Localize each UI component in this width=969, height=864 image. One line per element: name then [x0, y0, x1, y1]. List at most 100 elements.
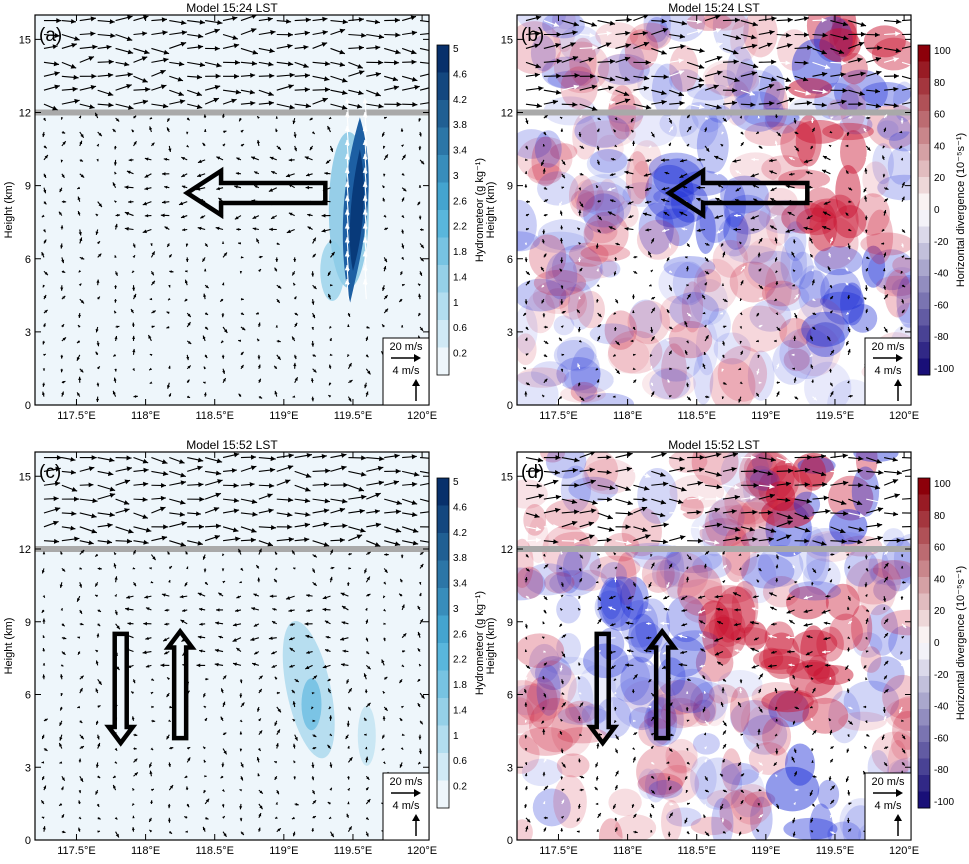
wind-vector-head	[721, 396, 725, 399]
wind-vector-head	[579, 702, 584, 706]
wind-vector-head	[251, 528, 257, 533]
wind-vector-head	[749, 91, 755, 96]
wind-vector-head	[538, 86, 544, 92]
field-background	[35, 15, 429, 405]
vector-key-horizontal-label: 20 m/s	[871, 341, 905, 353]
wind-vector-head	[560, 325, 564, 329]
wind-vector-head	[650, 329, 654, 333]
wind-vector-head	[901, 216, 905, 220]
wind-vector-head	[792, 284, 796, 287]
wind-vector-head	[133, 293, 137, 298]
wind-vector-head	[197, 33, 204, 39]
wind-vector-head	[187, 322, 191, 326]
divergence-cell	[730, 769, 765, 818]
wind-vector-head	[666, 258, 670, 262]
wind-vector-head	[304, 498, 311, 504]
wind-vector-head	[287, 61, 294, 67]
wind-vector-head	[609, 76, 615, 82]
wind-vector-head	[704, 758, 707, 762]
wind-vector-head	[732, 665, 737, 670]
big-arrow-left	[664, 166, 810, 220]
wind-vector-head	[645, 158, 650, 162]
wind-vector-head	[97, 609, 101, 612]
wind-vector-head	[757, 728, 761, 733]
divergence-cell	[851, 605, 873, 652]
divergence-cell	[777, 29, 812, 71]
y-tick-label: 6	[25, 690, 31, 702]
wind-vector-head	[346, 723, 350, 727]
wind-vector-head	[293, 296, 297, 300]
wind-vector-head	[197, 159, 202, 163]
wind-vector-head	[187, 313, 191, 317]
wind-vector-head	[555, 89, 562, 95]
wind-vector-head	[578, 187, 581, 191]
wind-vector-head	[41, 800, 45, 804]
colorbar-tick-label: 3.8	[453, 120, 467, 131]
divergence-cell	[531, 136, 560, 187]
wind-vector-head	[323, 482, 329, 488]
colorbar-tick-label: 3	[453, 604, 459, 615]
wind-vector-head	[79, 158, 84, 162]
colorbar-tick-label: 2.2	[453, 222, 467, 233]
wind-vector-head	[900, 270, 904, 274]
divergence-cell	[872, 143, 894, 185]
wind-vector-head	[590, 73, 596, 79]
wind-vector-head	[213, 97, 219, 103]
wind-vector-head	[304, 537, 310, 543]
wind-vector-head	[287, 43, 293, 49]
wind-vector-head	[249, 482, 255, 487]
wind-vector-head	[161, 200, 166, 204]
wind-vector-head	[632, 367, 636, 370]
wind-vector-head	[703, 352, 707, 355]
wind-vector-head	[912, 100, 917, 105]
divergence-cell	[802, 697, 849, 734]
wind-vector-head	[306, 593, 310, 598]
divergence-cell	[677, 579, 726, 605]
wind-vector-head	[126, 595, 131, 599]
wind-vector-head	[114, 747, 118, 751]
wind-vector-head	[277, 356, 281, 360]
wind-vector-head	[597, 813, 601, 817]
wind-vector-head	[288, 212, 293, 216]
wind-vector-head	[89, 104, 95, 110]
wind-vector-head	[180, 480, 187, 486]
wind-vector-head	[274, 761, 278, 764]
wind-vector-head	[793, 733, 797, 737]
wind-vector-head	[328, 816, 332, 819]
wind-vector-head	[542, 676, 546, 679]
wind-vector-head	[70, 469, 76, 475]
wind-vector-head	[306, 608, 310, 613]
wind-vector-head	[213, 507, 220, 512]
wind-vector-head	[738, 702, 742, 706]
wind-vector-head	[829, 285, 832, 289]
divergence-cell	[820, 268, 862, 314]
wind-vector-head	[151, 705, 154, 709]
wind-vector-head	[239, 806, 243, 810]
wind-vector-head	[312, 816, 316, 819]
wind-vector-head	[199, 649, 203, 653]
wind-vector-head	[572, 56, 579, 61]
wind-vector-head	[703, 814, 706, 818]
wind-vector-head	[411, 481, 418, 487]
wind-vector-head	[810, 119, 814, 123]
wind-vector-head	[651, 775, 655, 779]
vector-key-horizontal-label: 20 m/s	[389, 776, 423, 788]
colorbar-label: Horizontal divergence (10⁻⁵s⁻¹)	[955, 133, 967, 287]
wind-vector-head	[151, 251, 155, 256]
wind-vector-head	[412, 540, 419, 546]
wind-vector-head	[61, 174, 65, 178]
wind-vector-head	[420, 257, 424, 262]
wind-vector-head	[525, 120, 529, 124]
wind-vector-head	[768, 158, 773, 163]
wind-vector-head	[259, 790, 263, 794]
wind-vector-head	[893, 86, 899, 92]
divergence-cell	[772, 339, 813, 385]
wind-vector-head	[168, 566, 172, 569]
wind-vector-head	[220, 298, 224, 302]
wind-vector-head	[202, 335, 206, 340]
wind-vector-head	[679, 33, 686, 39]
wind-vector-head	[112, 775, 116, 778]
wind-vector-head	[179, 201, 184, 206]
wind-vector-head	[633, 379, 637, 383]
panel-title: Model 15:24 LST	[186, 1, 278, 15]
